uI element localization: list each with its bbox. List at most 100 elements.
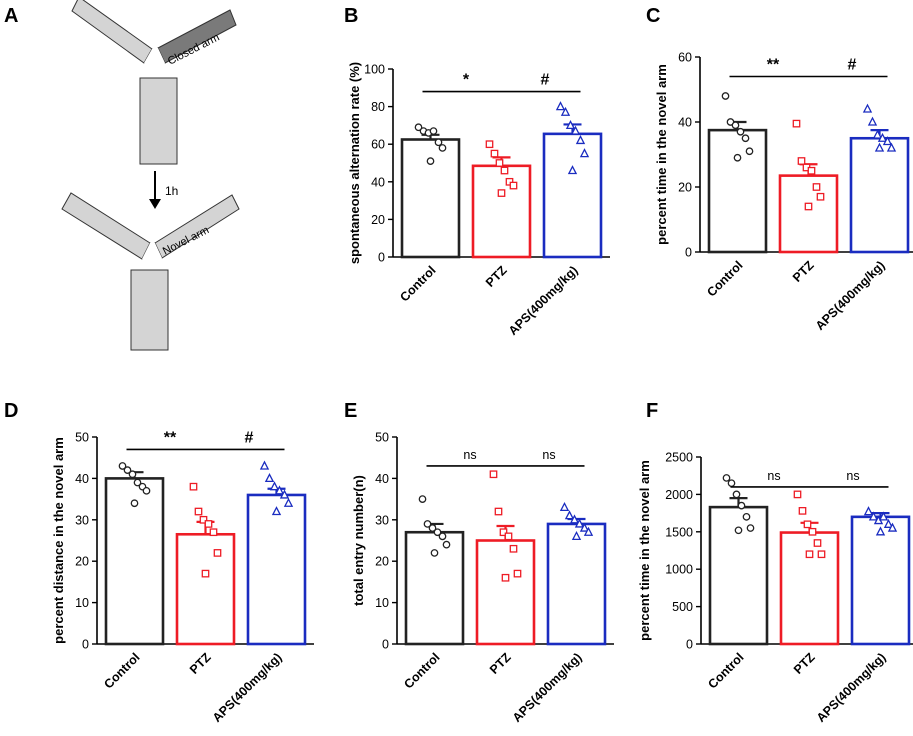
- chart-d-point-aps: [283, 497, 294, 507]
- chart-f-category-label: Control: [705, 650, 746, 691]
- chart-f-point-ptz: [805, 550, 814, 559]
- chart-b-y-tick-label: 100: [364, 63, 385, 77]
- chart-b-y-tick-label: 0: [378, 251, 385, 265]
- chart-f-point-aps: [878, 511, 889, 521]
- chart-d-point-ptz: [204, 520, 213, 528]
- chart-c-point-ptz: [797, 157, 806, 165]
- chart-e-y-tick-label: 20: [375, 555, 389, 569]
- time-arrow: 1h: [149, 171, 178, 209]
- chart-d-category-label: PTZ: [187, 650, 214, 677]
- y-maze-closed-arm-diagram: Closed arm: [71, 0, 237, 165]
- chart-b-point-ptz: [509, 181, 518, 190]
- chart-b-point-aps: [570, 125, 581, 135]
- chart-c-significance-label: **: [767, 57, 780, 74]
- chart-d-category-label: APS(400mg/kg): [210, 650, 285, 725]
- chart-e-bar-control: [404, 530, 465, 646]
- chart-e-significance-label: ns: [463, 448, 476, 462]
- chart-d-point-control: [133, 478, 142, 487]
- maze-left-arm: [71, 0, 153, 64]
- chart-f-y-tick-label: 500: [672, 600, 693, 614]
- chart-f-point-ptz: [808, 527, 817, 536]
- panel-letter-a: A: [4, 5, 18, 27]
- chart-d-point-ptz: [209, 528, 218, 537]
- chart-f-point-aps: [863, 506, 874, 516]
- chart-b-point-aps: [560, 106, 571, 116]
- chart-f-point-ptz: [803, 520, 812, 529]
- chart-e-y-tick-label: 10: [375, 596, 389, 610]
- chart-f-y-tick-label: 2500: [665, 451, 693, 465]
- chart-e-bar-ptz: [475, 539, 536, 646]
- chart-c-y-tick-label: 60: [678, 51, 692, 65]
- chart-b-point-aps: [565, 119, 576, 130]
- chart-d-y-tick-label: 30: [75, 513, 89, 527]
- chart-c-point-control: [733, 153, 742, 162]
- chart-d-y-axis-title: percent distance in the novel arm: [51, 437, 66, 644]
- chart-d-point-ptz: [199, 515, 208, 524]
- chart-d-point-control: [118, 462, 127, 470]
- chart-e-category-label: Control: [401, 650, 442, 691]
- chart-e-point-ptz: [494, 507, 503, 516]
- chart-d-point-control: [130, 499, 139, 508]
- chart-d-point-aps: [259, 460, 270, 470]
- chart-f-bar-aps: [850, 515, 911, 646]
- chart-f-point-aps: [868, 511, 879, 521]
- chart-e: 0 10 20 30 40 50 total entry number(n) Control P…: [351, 431, 614, 725]
- chart-d-point-ptz: [194, 507, 203, 516]
- chart-f-point-ptz: [793, 490, 802, 499]
- chart-f-point-aps: [875, 526, 886, 536]
- chart-c-point-aps: [886, 142, 897, 152]
- chart-c-bar-aps: [849, 136, 910, 254]
- chart-f-point-control: [732, 490, 741, 499]
- chart-d-category-label: Control: [101, 650, 142, 691]
- chart-c-point-aps: [867, 116, 878, 126]
- panel-letter-c: C: [646, 5, 660, 27]
- chart-d-y-tick-label: 20: [75, 555, 89, 569]
- chart-c-point-aps: [882, 136, 893, 146]
- chart-c-y-axis-title: percent time in the novel arm: [654, 64, 669, 245]
- chart-b-bar-ptz: [471, 164, 532, 259]
- chart-e-point-aps: [579, 522, 590, 532]
- chart-d-point-control: [142, 486, 151, 495]
- chart-d-point-ptz: [213, 549, 222, 557]
- chart-e-y-axis-title: total entry number(n): [351, 475, 366, 606]
- chart-f-significance-label: ns: [767, 469, 780, 483]
- panel-letter-e: E: [344, 400, 357, 422]
- chart-d-bar-ptz: [175, 532, 236, 646]
- chart-b-point-control: [438, 144, 447, 152]
- chart-d-significance-label: #: [245, 429, 254, 446]
- chart-e-y-tick-label: 50: [375, 431, 389, 445]
- maze-novel-arm: [154, 194, 240, 259]
- chart-c-point-ptz: [804, 202, 813, 211]
- chart-f-point-aps: [887, 522, 898, 532]
- chart-b-point-aps: [579, 148, 590, 158]
- chart-b-point-aps: [555, 101, 566, 111]
- chart-b-y-tick-label: 20: [371, 213, 385, 227]
- chart-f-y-axis-title: percent time in the novel arm: [637, 460, 652, 641]
- chart-e-point-control: [438, 532, 447, 541]
- chart-c-point-ptz: [807, 166, 816, 175]
- maze-closed-arm: [157, 9, 237, 64]
- chart-d-bar-aps: [246, 493, 307, 646]
- chart-b-point-control: [434, 138, 443, 147]
- chart-e-point-ptz: [504, 532, 513, 541]
- chart-f-bar-ptz: [779, 531, 840, 646]
- chart-b-point-aps: [575, 135, 586, 145]
- panel-letter-f: F: [646, 400, 658, 422]
- chart-d-point-aps: [279, 489, 290, 499]
- chart-c-point-ptz: [792, 119, 801, 128]
- chart-d-y-tick-label: 0: [82, 638, 89, 652]
- chart-c-category-label: Control: [704, 258, 745, 299]
- chart-f-point-control: [727, 479, 736, 488]
- chart-f-point-control: [734, 526, 743, 535]
- chart-e-point-ptz: [501, 573, 510, 582]
- maze-stem-arm-2: [130, 269, 169, 351]
- chart-f-y-tick-label: 2000: [665, 488, 693, 502]
- chart-f-point-ptz: [798, 507, 807, 515]
- chart-c-point-control: [731, 121, 740, 130]
- chart-f-point-control: [737, 501, 746, 510]
- chart-c-y-tick-label: 20: [678, 181, 692, 195]
- chart-b-y-tick-label: 60: [371, 138, 385, 152]
- chart-b-point-ptz: [495, 159, 504, 167]
